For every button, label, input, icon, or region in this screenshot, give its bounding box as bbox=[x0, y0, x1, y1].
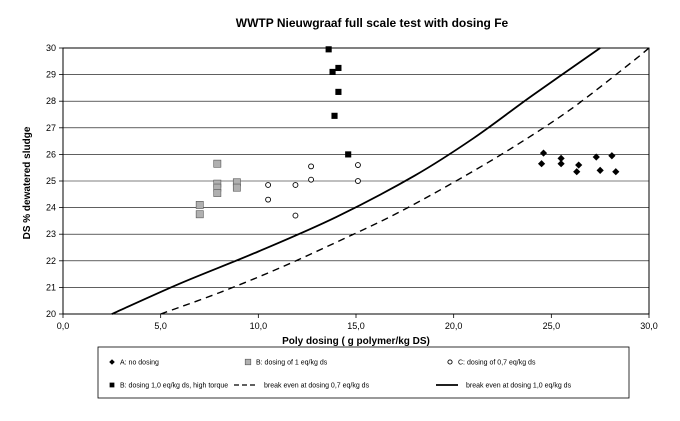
dashed-break-even-line bbox=[160, 47, 650, 315]
legend-label: break even at dosing 1,0 eq/kg ds bbox=[466, 383, 572, 390]
x-tick-label: 20,0 bbox=[445, 321, 463, 331]
x-tick-label: 10,0 bbox=[250, 321, 268, 331]
chart-title: WWTP Nieuwgraaf full scale test with dos… bbox=[236, 16, 509, 30]
circle-marker bbox=[355, 178, 361, 184]
square-marker bbox=[244, 358, 252, 366]
circle-marker bbox=[292, 182, 299, 188]
diamond-marker bbox=[573, 168, 581, 176]
diamond-marker bbox=[557, 154, 565, 162]
diamond-marker bbox=[557, 160, 565, 168]
y-tick-label: 22 bbox=[46, 256, 56, 266]
diamond-marker bbox=[539, 149, 548, 157]
legend-label: B: dosing 1,0 eq/kg ds, high torque bbox=[120, 383, 228, 390]
square-marker bbox=[232, 183, 241, 192]
diamond-marker bbox=[537, 160, 546, 168]
filled-square-marker bbox=[335, 64, 342, 72]
diamond-marker bbox=[612, 168, 620, 176]
y-tick-label: 27 bbox=[46, 123, 56, 133]
legend-label: A: no dosing bbox=[120, 360, 159, 367]
legend-box bbox=[97, 346, 630, 399]
circle-marker bbox=[308, 163, 314, 170]
circle-marker bbox=[265, 182, 272, 188]
y-tick-label: 26 bbox=[46, 149, 56, 159]
x-axis-label: Poly dosing ( g polymer/kg DS) bbox=[282, 336, 430, 347]
diamond-marker bbox=[608, 152, 616, 160]
x-tick-label: 15,0 bbox=[347, 321, 365, 331]
square-marker bbox=[213, 189, 222, 197]
y-tick-label: 29 bbox=[46, 70, 56, 80]
legend: A: no dosing B: dosing of 1 eq/kg ds C: do… bbox=[109, 358, 572, 390]
circle-marker bbox=[292, 212, 299, 219]
y-tick-label: 23 bbox=[46, 229, 56, 239]
solid-break-even-line bbox=[111, 47, 601, 315]
y-tick-label: 20 bbox=[46, 309, 56, 319]
filled-square-marker bbox=[325, 46, 332, 53]
diamond-marker bbox=[575, 161, 583, 169]
diamond-marker bbox=[109, 359, 115, 365]
y-tick-label: 24 bbox=[46, 203, 56, 213]
y-tick-label: 28 bbox=[46, 96, 56, 106]
diamond-marker bbox=[592, 153, 600, 161]
legend-label: B: dosing of 1 eq/kg ds bbox=[256, 360, 328, 367]
circle-marker bbox=[447, 359, 453, 365]
square-marker bbox=[213, 159, 222, 168]
x-tick-label: 0,0 bbox=[57, 321, 70, 331]
x-tick-label: 25,0 bbox=[543, 321, 561, 331]
legend-label: break even at dosing 0,7 eq/kg ds bbox=[264, 383, 370, 390]
series-lines bbox=[111, 47, 650, 315]
legend-label: C: dosing of 0,7 eq/kg ds bbox=[458, 360, 536, 367]
diamond-marker bbox=[596, 166, 604, 174]
y-axis-label: DS % dewatered sludge bbox=[22, 126, 33, 239]
filled-square-marker bbox=[335, 88, 342, 95]
x-tick-label: 30,0 bbox=[640, 321, 658, 331]
circle-marker bbox=[355, 162, 361, 168]
axis-ticks: 20 21 22 23 24 25 26 27 28 29 30 0,0 5,0 10,0 15,0 20,0… bbox=[46, 43, 658, 331]
square-marker bbox=[195, 201, 204, 209]
y-tick-label: 21 bbox=[46, 282, 56, 292]
x-tick-label: 5,0 bbox=[154, 321, 167, 331]
circle-marker bbox=[308, 176, 314, 183]
y-tick-label: 25 bbox=[46, 176, 56, 186]
square-marker bbox=[195, 210, 204, 219]
circle-marker bbox=[265, 196, 272, 203]
filled-square-marker bbox=[331, 112, 338, 119]
y-tick-label: 30 bbox=[46, 43, 56, 53]
filled-square-marker bbox=[345, 151, 352, 158]
filled-square-marker bbox=[109, 382, 115, 388]
filled-square-marker bbox=[329, 68, 336, 75]
data-markers bbox=[195, 46, 620, 219]
